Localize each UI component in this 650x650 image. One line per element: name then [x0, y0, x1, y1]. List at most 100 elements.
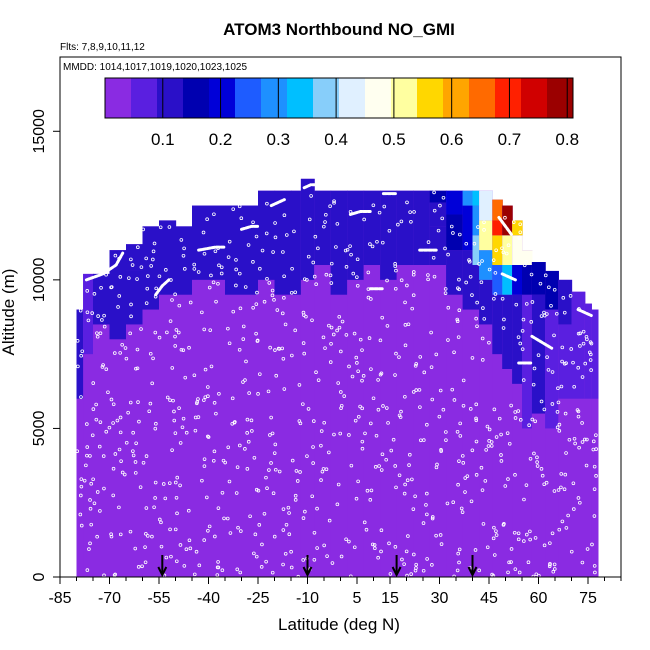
sample-point: [405, 283, 409, 288]
sample-point: [89, 481, 94, 486]
sample-point: [441, 196, 446, 200]
sample-point: [111, 466, 116, 471]
heatmap-cell: [241, 205, 259, 295]
sample-point: [339, 349, 343, 354]
sample-point: [289, 565, 294, 570]
flight-track: [154, 278, 171, 297]
heatmap-column: [126, 244, 144, 577]
chart-title: ATOM3 Northbound NO_GMI: [223, 20, 455, 39]
sample-point: [576, 496, 581, 500]
flight-track: [114, 215, 138, 231]
sample-point: [131, 430, 135, 435]
sample-point: [246, 243, 251, 247]
sample-point: [343, 248, 348, 253]
sample-point: [368, 498, 373, 502]
flight-arrow-layer: [157, 555, 478, 578]
sample-point: [168, 398, 172, 402]
sample-point: [393, 545, 398, 549]
heatmap-column: [142, 226, 160, 577]
sample-point: [347, 539, 351, 544]
sample-point: [135, 347, 140, 352]
sample-point: [209, 273, 213, 278]
sample-point: [573, 441, 577, 446]
sample-point: [226, 326, 230, 331]
heatmap-cell: [531, 262, 546, 295]
sample-point: [536, 353, 541, 357]
sample-point: [230, 421, 235, 426]
heatmap-cell: [522, 294, 533, 429]
y-tick-label: 0: [31, 572, 48, 581]
sample-point: [377, 210, 382, 215]
sample-point: [528, 537, 532, 542]
sample-point: [89, 522, 94, 527]
heatmap-cell: [522, 250, 533, 265]
sample-point: [293, 328, 297, 333]
sample-point: [231, 309, 236, 314]
sample-point: [268, 345, 272, 350]
sample-point: [164, 268, 168, 272]
sample-point: [192, 262, 197, 267]
sample-point: [542, 543, 547, 548]
heatmap-cell: [126, 270, 144, 325]
sample-point: [370, 244, 375, 249]
sample-point: [386, 421, 390, 425]
sample-point: [369, 488, 374, 493]
sample-point: [418, 355, 423, 359]
y-tick-label: 5000: [31, 411, 48, 447]
sample-point: [312, 419, 316, 423]
sample-point: [552, 489, 557, 493]
sample-point: [518, 418, 523, 422]
sample-point: [592, 564, 597, 568]
sample-point: [432, 274, 437, 279]
sample-point: [176, 330, 181, 335]
heatmap-cell: [93, 273, 111, 325]
sample-point: [556, 488, 561, 492]
sample-point: [312, 274, 317, 279]
sample-point: [206, 434, 210, 439]
sample-point: [327, 518, 332, 523]
sample-point: [409, 572, 413, 576]
sample-point: [563, 472, 568, 477]
sample-point: [79, 477, 84, 481]
sample-point: [505, 431, 510, 435]
sample-point: [487, 267, 492, 272]
sample-point: [503, 215, 507, 220]
sample-point: [153, 496, 157, 500]
sample-point: [178, 441, 183, 445]
sample-point: [153, 294, 158, 299]
sample-point: [521, 317, 526, 322]
heatmap-cell: [413, 190, 431, 265]
sample-point: [513, 410, 518, 414]
sample-point: [157, 335, 162, 340]
sample-point: [516, 531, 521, 536]
sample-point: [426, 240, 431, 244]
sample-point: [580, 560, 585, 565]
sample-point: [470, 356, 475, 360]
sample-point: [170, 366, 175, 370]
sample-point: [458, 421, 462, 426]
sample-point: [283, 322, 288, 327]
sample-point: [514, 302, 519, 307]
sample-point: [111, 402, 116, 407]
sample-point: [434, 465, 439, 470]
sample-point: [231, 207, 236, 211]
sample-point: [556, 400, 561, 405]
sample-point: [252, 455, 257, 460]
sample-point: [129, 257, 133, 262]
sample-point: [186, 508, 191, 513]
sample-point: [391, 437, 396, 442]
heatmap-column: [225, 205, 243, 577]
sample-point: [458, 232, 462, 237]
sample-point: [517, 570, 522, 575]
sample-point: [421, 521, 426, 525]
sample-point: [371, 203, 376, 208]
heatmap-column: [472, 190, 480, 577]
sample-point: [106, 390, 110, 395]
sample-point: [539, 314, 544, 318]
sample-point: [403, 394, 407, 399]
sample-point: [118, 430, 123, 435]
sample-point: [217, 392, 221, 396]
sample-point: [425, 491, 429, 496]
heatmap-cell: [472, 265, 480, 310]
sample-point: [251, 305, 255, 310]
